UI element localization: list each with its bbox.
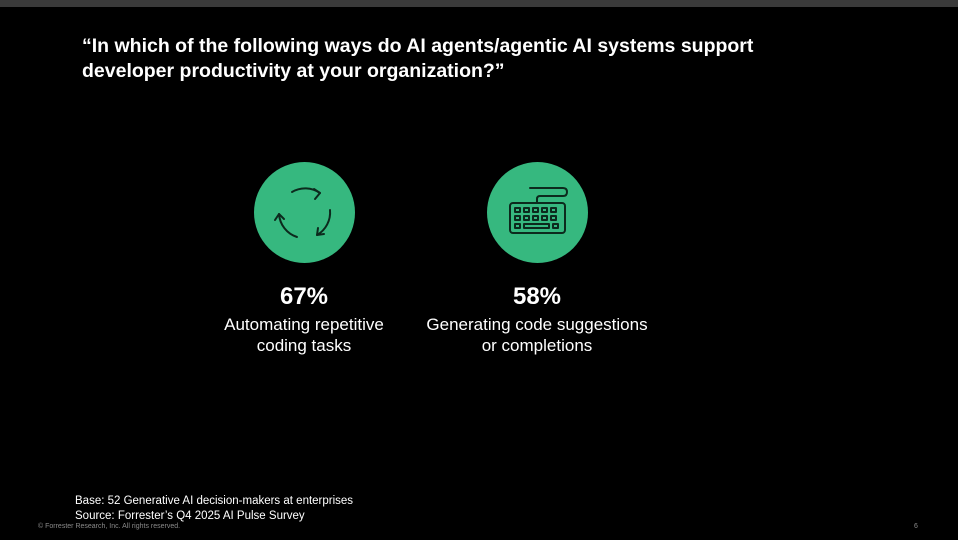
survey-question-line-1: “In which of the following ways do AI ag… [82, 35, 754, 57]
survey-question: “In which of the following ways do AI ag… [82, 34, 842, 84]
stat-code-suggestions: 58% Generating code suggestions or compl… [412, 162, 662, 356]
keyboard-icon [486, 162, 588, 263]
footnote: Base: 52 Generative AI decision-makers a… [75, 494, 353, 523]
stat-value: 67% [279, 283, 329, 310]
stat-label-line-2: or completions [481, 336, 593, 355]
refresh-cycle-icon [253, 162, 355, 263]
top-bar [0, 0, 958, 7]
stat-label: Generating code suggestions or completio… [426, 314, 647, 356]
stat-label: Automating repetitive coding tasks [224, 314, 384, 356]
stat-automating-tasks: 67% Automating repetitive coding tasks [204, 162, 404, 356]
footnote-source: Source: Forrester’s Q4 2025 AI Pulse Sur… [75, 509, 305, 522]
survey-question-line-2: developer productivity at your organizat… [82, 60, 505, 82]
copyright-notice: © Forrester Research, Inc. All rights re… [38, 523, 181, 530]
stat-label-line-2: coding tasks [256, 336, 352, 355]
stat-label-line-1: Automating repetitive [224, 315, 384, 334]
footnote-base: Base: 52 Generative AI decision-makers a… [75, 495, 354, 507]
stat-value: 58% [512, 283, 562, 310]
stat-label-line-1: Generating code suggestions [426, 315, 648, 334]
page-number: 6 [914, 523, 918, 530]
